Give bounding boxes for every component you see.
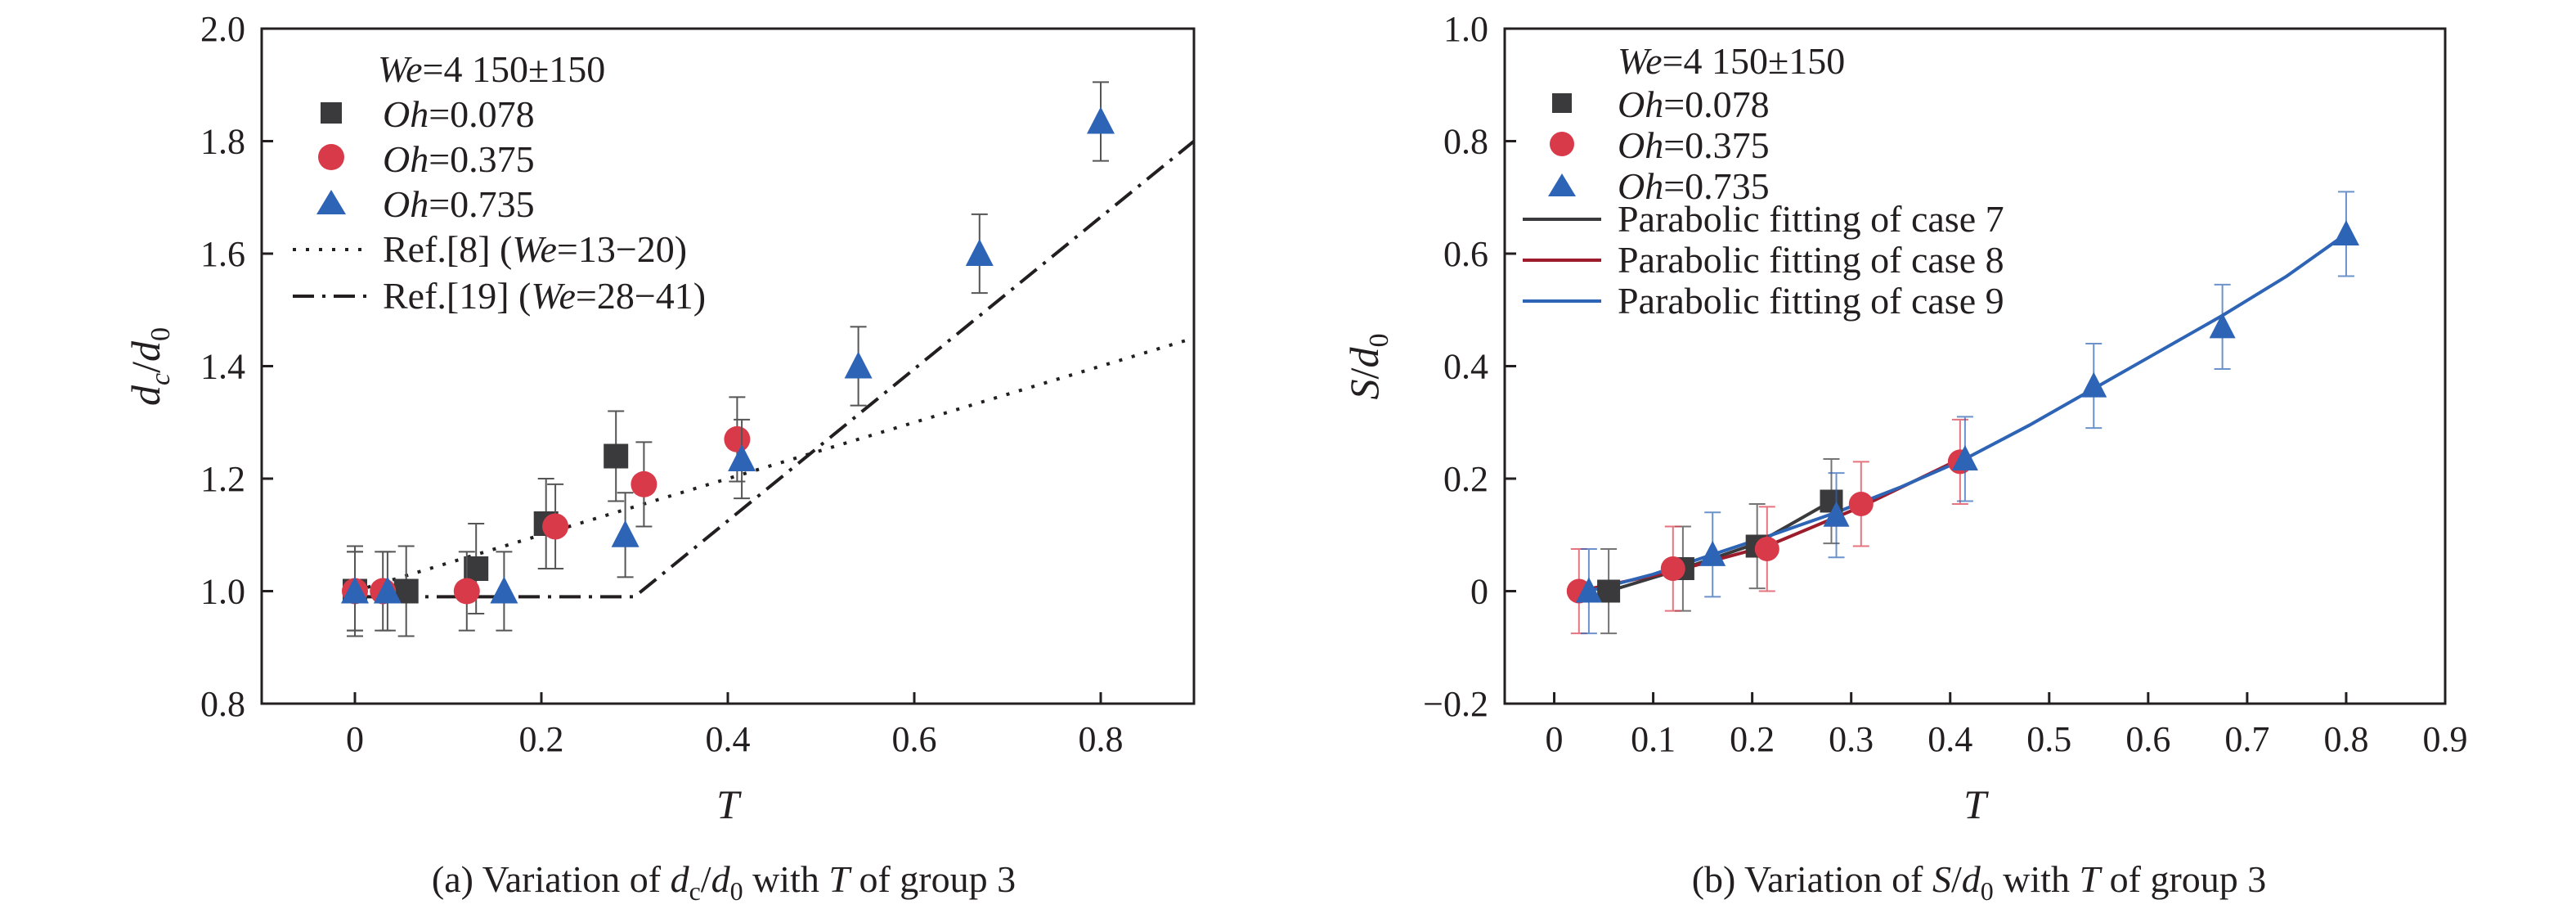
chart-b-point-triangle [2080, 371, 2107, 398]
chart-a-legend-square-marker [321, 102, 342, 124]
chart-b-point-triangle [1699, 540, 1726, 566]
chart-a-point-circle [631, 470, 657, 497]
chart-a-point-triangle [373, 576, 402, 604]
chart-a-x-tick-label: 0 [346, 719, 364, 759]
chart-a-legend: We=4 150±150 Oh=0.078 Oh=0.375 Oh=0.735 … [293, 48, 706, 317]
chart-b: 0 0.1 0.2 0.3 0.4 0.5 0.6 0.7 0.8 0.9 −0.2 0 0.2 0.4 0… [1341, 9, 2468, 906]
chart-b-y-tick-label: 1.0 [1443, 9, 1488, 49]
chart-a-point-square [464, 556, 489, 581]
chart-a-point-triangle [965, 239, 994, 266]
chart-b-legend-label-fit7: Parabolic fitting of case 7 [1618, 198, 2004, 240]
chart-a-point-circle [453, 578, 480, 605]
chart-b-x-tick-label: 0.4 [1928, 719, 1972, 759]
chart-b-legend-label-oh-0078: Oh=0.078 [1618, 83, 1770, 125]
chart-a-legend-label-oh-0375: Oh=0.375 [383, 138, 535, 180]
chart-b-point-square [1597, 579, 1621, 603]
chart-a-y-axis-title: dc/d0 [123, 327, 176, 406]
chart-b-x-axis-title: T [1963, 781, 1989, 827]
chart-a-y-tick-label: 2.0 [200, 9, 245, 49]
chart-b-y-tick-label: 0.6 [1443, 234, 1488, 274]
chart-a-legend-label-oh-0078: Oh=0.078 [383, 93, 535, 135]
chart-a-point-square [604, 443, 629, 469]
chart-b-point-triangle [1823, 501, 1850, 527]
chart-b-point-triangle [1951, 444, 1978, 470]
chart-b-point-circle [1754, 536, 1779, 561]
chart-a-legend-title: We=4 150±150 [378, 48, 605, 90]
chart-b-x-tick-label: 0.8 [2323, 719, 2368, 759]
chart-b-legend-label-fit9: Parabolic fitting of case 9 [1618, 280, 2004, 322]
chart-a-line-ref-19-we-28-41 [355, 139, 1194, 599]
chart-a-y-tick-label: 1.2 [200, 459, 245, 499]
chart-b-x-tick-label: 0.5 [2026, 719, 2071, 759]
chart-a-legend-label-oh-0735: Oh=0.735 [383, 183, 535, 225]
chart-a-x-axis-title: T [716, 781, 742, 827]
chart-a-line-ref-8-we-13-20 [354, 336, 1194, 593]
chart-a-point-triangle [1087, 106, 1115, 134]
chart-b-y-tick-label: 0.4 [1443, 347, 1488, 387]
chart-a-y-tick-label: 0.8 [200, 684, 245, 724]
chart-a-point-circle [542, 513, 569, 540]
chart-a-ticks: 0 0.2 0.4 0.6 0.8 0.8 1.0 1.2 1.4 1.6 1.8 2.0 [200, 9, 1124, 759]
chart-b-line-parabolic-fitting-of-case-8 [1578, 457, 1961, 593]
chart-a-y-tick-label: 1.4 [200, 347, 245, 387]
chart-b-caption: (b) Variation of S/d0 with T of group 3 [1692, 858, 2267, 906]
chart-b-legend-label-oh-0735: Oh=0.735 [1618, 165, 1770, 207]
chart-b-legend-triangle-marker [1548, 173, 1576, 196]
chart-a-y-tick-label: 1.6 [200, 234, 245, 274]
chart-b-x-tick-label: 0.6 [2125, 719, 2170, 759]
chart-b-legend-title: We=4 150±150 [1618, 40, 1845, 82]
chart-a-legend-circle-marker [318, 144, 344, 170]
chart-b-y-tick-label: −0.2 [1423, 684, 1488, 724]
chart-b-x-tick-label: 0 [1546, 719, 1564, 759]
chart-b-x-tick-label: 0.3 [1829, 719, 1874, 759]
chart-b-point-circle [1848, 491, 1874, 516]
chart-a-point-triangle [611, 520, 640, 547]
chart-b-ticks: 0 0.1 0.2 0.3 0.4 0.5 0.6 0.7 0.8 0.9 −0.2 0 0.2 0.4 0… [1423, 9, 2467, 759]
chart-b-y-tick-label: 0.8 [1443, 122, 1488, 162]
chart-a-point-circle [724, 425, 751, 452]
chart-b-legend: We=4 150±150 Oh=0.078 Oh=0.375 Oh=0.735 … [1523, 40, 2004, 322]
chart-a-reference-lines [354, 139, 1194, 599]
chart-a-legend-triangle-marker [316, 190, 346, 214]
chart-b-legend-square-marker [1552, 93, 1572, 113]
chart-b-point-triangle [2209, 313, 2236, 339]
chart-a-point-triangle [490, 576, 518, 604]
chart-a-point-triangle [728, 443, 756, 471]
chart-b-point-triangle [1575, 577, 1602, 603]
chart-b-point-circle [1660, 556, 1685, 581]
chart-b-x-tick-label: 0.9 [2423, 719, 2468, 759]
chart-a-x-tick-label: 0.6 [892, 719, 937, 759]
chart-a: 0 0.2 0.4 0.6 0.8 0.8 1.0 1.2 1.4 1.6 1.8 2.0 We=4 … [123, 9, 1196, 906]
chart-b-legend-label-fit8: Parabolic fitting of case 8 [1618, 239, 2004, 281]
chart-b-y-tick-label: 0 [1470, 572, 1488, 612]
chart-b-x-tick-label: 0.2 [1730, 719, 1775, 759]
chart-b-x-tick-label: 0.7 [2224, 719, 2269, 759]
chart-a-point-triangle [341, 576, 369, 604]
chart-b-y-axis-title: S/d0 [1341, 334, 1394, 400]
chart-b-x-tick-label: 0.1 [1631, 719, 1676, 759]
chart-b-legend-label-oh-0375: Oh=0.375 [1618, 124, 1770, 166]
chart-a-caption: (a) Variation of dc/d0 with T of group 3 [432, 858, 1016, 906]
chart-a-x-tick-label: 0.8 [1079, 719, 1124, 759]
chart-b-point-triangle [2332, 219, 2359, 245]
chart-a-x-tick-label: 0.2 [519, 719, 564, 759]
chart-a-y-tick-label: 1.8 [200, 122, 245, 162]
chart-a-y-tick-label: 1.0 [200, 572, 245, 612]
chart-b-data-points [1566, 191, 2359, 635]
chart-a-legend-label-ref19: Ref.[19] (We=28−41) [383, 275, 706, 317]
chart-a-x-tick-label: 0.4 [706, 719, 751, 759]
chart-a-legend-label-ref8: Ref.[8] (We=13−20) [383, 228, 687, 270]
chart-b-legend-circle-marker [1550, 132, 1574, 156]
chart-a-data-points [341, 81, 1115, 637]
chart-a-point-triangle [844, 351, 873, 379]
chart-b-y-tick-label: 0.2 [1443, 459, 1488, 499]
